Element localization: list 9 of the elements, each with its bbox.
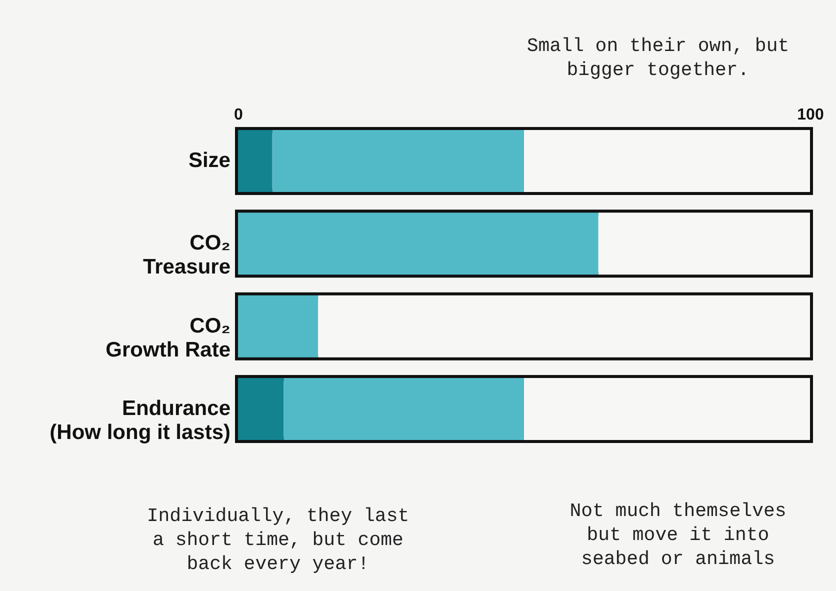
x-tick-label: 0 bbox=[234, 106, 244, 124]
x-tick-label: 100 bbox=[797, 106, 824, 124]
text: Individually, they last a short time, but come back every year! bbox=[146, 505, 410, 575]
y-tick-label: Endurance (How long it lasts) bbox=[50, 397, 230, 444]
y-tick-label: Size bbox=[188, 149, 230, 172]
text: Not much themselves but move it into seabed or animals bbox=[570, 500, 786, 570]
y-tick-label: CO₂ Growth Rate bbox=[106, 314, 230, 362]
text: Small on their own, but bigger together. bbox=[526, 35, 790, 81]
y-tick-label: CO₂ Treasure bbox=[142, 232, 230, 279]
